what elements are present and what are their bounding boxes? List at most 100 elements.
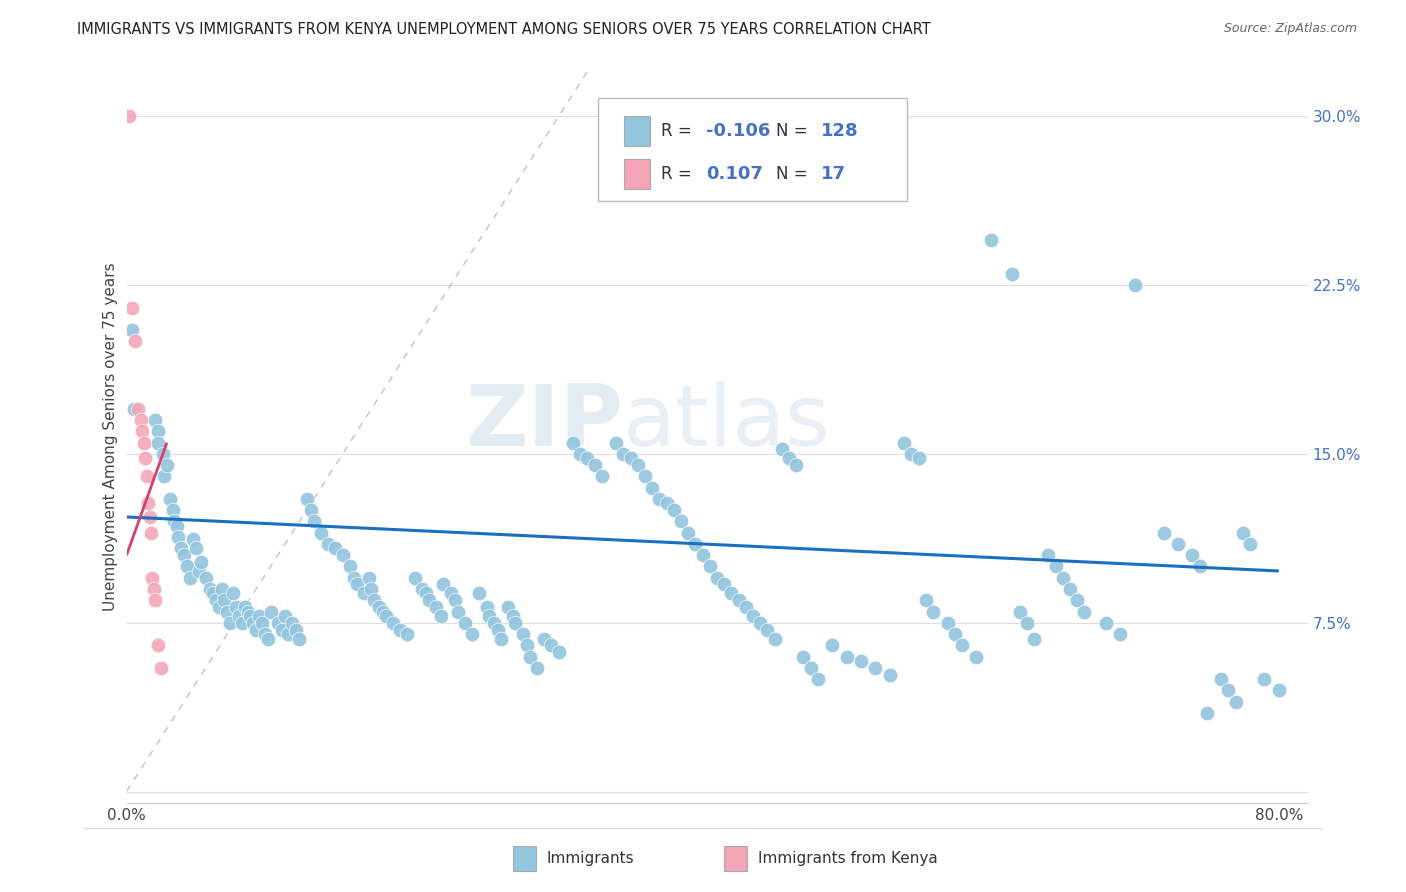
Point [332, 548, 354, 562]
Text: Immigrants: Immigrants [547, 851, 634, 865]
Point [821, 638, 844, 652]
Point [194, 571, 217, 585]
Point [612, 447, 634, 461]
Text: N =: N = [776, 122, 813, 140]
Point [153, 469, 176, 483]
Point [150, 661, 173, 675]
Point [807, 672, 830, 686]
Point [965, 649, 987, 664]
Point [662, 503, 685, 517]
Point [915, 593, 938, 607]
Point [562, 435, 585, 450]
Point [770, 442, 793, 457]
Point [1239, 537, 1261, 551]
Point [274, 609, 297, 624]
Text: N =: N = [776, 165, 813, 183]
Point [277, 627, 299, 641]
Point [900, 447, 922, 461]
Point [706, 571, 728, 585]
Point [242, 615, 264, 630]
Point [159, 491, 181, 506]
Point [512, 627, 534, 641]
Point [576, 451, 599, 466]
Point [139, 525, 162, 540]
Point [138, 510, 160, 524]
Point [478, 609, 501, 624]
Point [285, 623, 308, 637]
Point [482, 615, 505, 630]
Point [198, 582, 221, 596]
Point [214, 593, 236, 607]
Point [256, 632, 278, 646]
Text: 0.107: 0.107 [706, 165, 762, 183]
Point [131, 425, 153, 439]
Point [605, 435, 627, 450]
Point [228, 609, 250, 624]
Point [1195, 706, 1218, 720]
Point [526, 661, 548, 675]
Point [371, 605, 394, 619]
Point [569, 447, 592, 461]
Point [669, 515, 692, 529]
Point [1052, 571, 1074, 585]
Point [148, 435, 170, 450]
Point [447, 605, 470, 619]
Point [1066, 593, 1088, 607]
Point [267, 615, 290, 630]
Point [219, 615, 242, 630]
Point [281, 615, 304, 630]
Point [432, 577, 454, 591]
Point [502, 609, 524, 624]
Point [208, 599, 231, 614]
Point [374, 609, 396, 624]
Point [143, 413, 166, 427]
Point [1015, 615, 1038, 630]
Point [173, 548, 195, 562]
Point [176, 559, 198, 574]
Point [641, 481, 664, 495]
Point [1268, 683, 1291, 698]
Point [122, 401, 145, 416]
Point [179, 571, 201, 585]
Point [148, 425, 170, 439]
Point [734, 599, 756, 614]
Point [250, 615, 273, 630]
Point [720, 586, 742, 600]
Point [309, 525, 332, 540]
Text: ZIP: ZIP [465, 381, 623, 464]
Point [295, 491, 318, 506]
Point [170, 541, 193, 556]
Point [763, 632, 786, 646]
Point [489, 632, 512, 646]
Text: 17: 17 [821, 165, 846, 183]
Point [418, 593, 440, 607]
Point [184, 541, 207, 556]
Point [152, 447, 174, 461]
Point [1059, 582, 1081, 596]
Point [411, 582, 433, 596]
Point [339, 559, 361, 574]
Point [166, 519, 188, 533]
Point [756, 623, 779, 637]
Point [936, 615, 959, 630]
Point [190, 555, 212, 569]
Text: -0.106: -0.106 [706, 122, 770, 140]
Point [893, 435, 915, 450]
Point [143, 593, 166, 607]
Point [382, 615, 405, 630]
Point [121, 323, 143, 337]
Point [404, 571, 426, 585]
Point [346, 577, 368, 591]
Point [454, 615, 477, 630]
Point [907, 451, 929, 466]
Point [547, 645, 569, 659]
Point [727, 593, 749, 607]
Point [217, 605, 239, 619]
Point [655, 496, 678, 510]
Point [792, 649, 814, 664]
Point [1038, 548, 1060, 562]
Point [486, 623, 509, 637]
Point [231, 615, 253, 630]
Point [1253, 672, 1275, 686]
Point [1211, 672, 1233, 686]
